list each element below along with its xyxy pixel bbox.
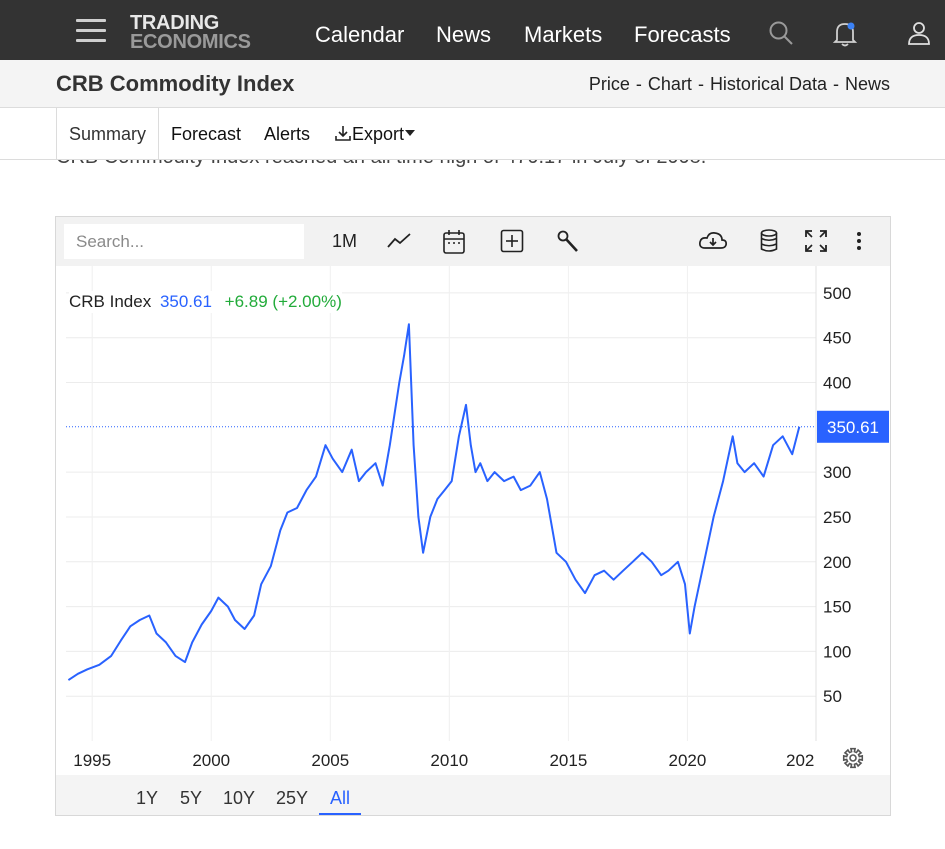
tab-summary[interactable]: Summary (56, 108, 159, 159)
y-tick-label: 150 (823, 598, 851, 617)
x-tick-label: 2010 (430, 751, 468, 770)
line-chart-icon[interactable] (386, 229, 412, 258)
chart-toolbar: 1M (56, 217, 890, 266)
range-10y[interactable]: 10Y (223, 788, 256, 808)
chart-legend: CRB Index 350.61 +6.89 (+2.00%) (69, 291, 342, 313)
x-tick-label: 2020 (669, 751, 707, 770)
x-tick-label: 1995 (73, 751, 111, 770)
legend-last-value: 350.61 (159, 292, 212, 311)
logo-line1: TRADING (130, 12, 220, 34)
tab-summary-label: Summary (69, 124, 147, 144)
x-tick-label: 2000 (192, 751, 230, 770)
link-price[interactable]: Price (588, 74, 630, 94)
gear-shape (842, 747, 864, 769)
link-historical-data[interactable]: Historical Data (709, 74, 827, 94)
link-separator: - (635, 74, 642, 94)
link-separator: - (697, 74, 704, 94)
caret-down-icon (405, 130, 416, 136)
fullscreen-icon[interactable] (804, 229, 828, 258)
database-icon[interactable] (760, 229, 778, 258)
tab-forecast[interactable]: Forecast (171, 124, 242, 144)
search-icon[interactable] (768, 20, 794, 51)
top-navigation: TRADING ECONOMICS Calendar News Markets … (0, 0, 945, 60)
y-tick-label: 500 (823, 284, 851, 303)
export-label: Export (352, 124, 405, 144)
calendar-icon[interactable] (442, 229, 466, 260)
series-line (67, 323, 801, 681)
user-icon[interactable] (907, 20, 931, 51)
section-links: Price - Chart - Historical Data - News (589, 74, 890, 95)
range-5y[interactable]: 5Y (180, 788, 203, 808)
y-tick-label: 450 (823, 329, 851, 348)
site-logo[interactable]: TRADING ECONOMICS (130, 12, 251, 53)
legend-series-name: CRB Index (69, 292, 152, 311)
range-1y[interactable]: 1Y (136, 788, 159, 808)
page-title: CRB Commodity Index (56, 71, 295, 96)
download-icon (335, 126, 351, 141)
y-tick-label: 100 (823, 642, 851, 661)
symbol-search-input[interactable] (64, 224, 304, 259)
page-subheader: CRB Commodity Index Price - Chart - Historic… (0, 60, 945, 108)
link-chart[interactable]: Chart (647, 74, 692, 94)
interval-selector[interactable]: 1M (332, 231, 358, 251)
chart-panel: 1M 50 100 150 200 250 300 400 450 500 1995 2000 200… (55, 216, 891, 816)
add-indicator-icon[interactable] (500, 229, 524, 258)
notification-bell-icon[interactable] (832, 20, 858, 53)
tab-bar: Summary Forecast Alerts Export (0, 108, 945, 160)
range-25y[interactable]: 25Y (276, 788, 309, 808)
gear-center (849, 754, 857, 762)
x-tick-label: 2005 (311, 751, 349, 770)
price-chart[interactable]: 50 100 150 200 250 300 400 450 500 1995 2000 2005 20… (56, 266, 890, 775)
link-news[interactable]: News (844, 74, 890, 94)
last-value-badge (817, 410, 889, 443)
range-active-indicator (319, 813, 361, 815)
hamburger-menu-icon[interactable] (76, 19, 106, 43)
y-tick-label: 250 (823, 508, 851, 527)
nav-calendar[interactable]: Calendar (315, 22, 405, 47)
last-value-label: 350.61 (827, 418, 879, 437)
nav-news[interactable]: News (436, 22, 492, 47)
settings-gear-icon[interactable] (842, 747, 864, 769)
y-tick-label: 50 (823, 687, 842, 706)
range-all[interactable]: All (330, 788, 351, 808)
download-cloud-icon[interactable] (698, 229, 728, 258)
x-tick-label: 2015 (549, 751, 587, 770)
link-separator: - (832, 74, 839, 94)
x-tick-label: 202 (786, 751, 814, 770)
nav-forecasts[interactable]: Forecasts (634, 22, 731, 47)
range-selector: 1Y 5Y 10Y 25Y All (56, 775, 890, 815)
legend-change: +6.89 (+2.00%) (224, 292, 342, 311)
export-button[interactable]: Export (334, 124, 416, 145)
tab-alerts[interactable]: Alerts (264, 124, 311, 144)
more-icon[interactable] (856, 229, 862, 258)
wrench-icon[interactable] (556, 229, 580, 260)
nav-markets[interactable]: Markets (524, 22, 603, 47)
y-tick-label: 300 (823, 463, 851, 482)
y-tick-label: 200 (823, 553, 851, 572)
y-tick-label: 400 (823, 374, 851, 393)
logo-line2: ECONOMICS (130, 31, 251, 53)
